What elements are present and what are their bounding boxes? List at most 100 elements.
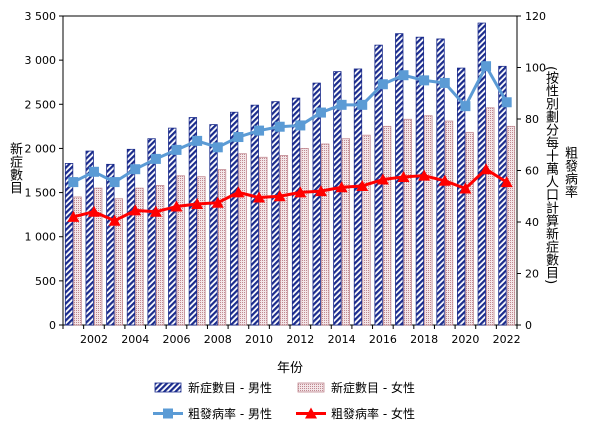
marker-male-rate	[254, 125, 265, 136]
bar-male	[85, 150, 94, 326]
bar-female	[424, 115, 433, 326]
y-left-tick-label: 3 000	[25, 54, 57, 67]
y-right-tick-label: 100	[525, 62, 546, 75]
marker-female-rate	[500, 176, 513, 188]
marker-male-rate	[315, 107, 326, 118]
bar-male	[250, 104, 259, 326]
marker-female-rate	[87, 205, 100, 217]
marker-male-rate	[295, 120, 306, 131]
bar-male	[168, 127, 177, 326]
y-right-tick-label: 40	[525, 216, 539, 229]
bar-male	[126, 148, 136, 326]
marker-female-rate	[438, 174, 451, 186]
bar-male	[498, 65, 507, 326]
marker-male-rate	[212, 142, 223, 153]
x-tick-label: 2016	[369, 333, 397, 346]
marker-female-rate	[67, 210, 80, 222]
x-tick-label: 2018	[410, 333, 438, 346]
marker-male-rate	[109, 177, 120, 188]
y-left-tick-label: 3 500	[25, 10, 57, 23]
marker-female-rate	[191, 197, 204, 209]
marker-female-rate	[232, 186, 245, 198]
marker-male-rate	[150, 153, 161, 164]
y-left-tick-label: 0	[49, 319, 56, 332]
y-left-tick-label: 1 000	[25, 231, 57, 244]
bar-male	[457, 67, 466, 326]
bar-female	[465, 132, 474, 326]
bar-female	[73, 196, 82, 326]
marker-male-rate	[481, 61, 492, 72]
marker-male-rate	[88, 166, 99, 177]
bar-female	[114, 198, 123, 326]
y-axis-left-label: 新症數目	[7, 142, 22, 194]
legend-label-female-rate: 粗發病率 - 女性	[331, 406, 415, 421]
marker-female-rate	[397, 170, 410, 182]
legend-label-male-rate: 粗發病率 - 男性	[188, 406, 272, 421]
marker-female-rate	[253, 191, 266, 203]
y-left-tick-label: 2 000	[25, 142, 57, 155]
bar-male	[230, 111, 239, 326]
bar-female	[259, 156, 268, 326]
marker-female-rate	[273, 190, 286, 202]
legend-marker-female-rate	[305, 407, 317, 419]
bar-male	[209, 124, 218, 326]
bar-female	[135, 187, 144, 326]
bar-female	[486, 107, 495, 326]
bar-female	[94, 187, 103, 326]
marker-female-rate	[418, 169, 431, 181]
bar-female	[506, 125, 516, 326]
bar-female	[217, 169, 227, 326]
bar-female	[279, 155, 289, 326]
x-tick-label: 2006	[163, 333, 191, 346]
legend-label-female-cases: 新症數目 - 女性	[331, 380, 415, 395]
bar-female	[382, 125, 392, 326]
marker-male-rate	[439, 77, 450, 88]
x-tick-label: 2008	[204, 333, 232, 346]
legend-swatch-female-cases	[297, 382, 325, 393]
bar-male	[291, 97, 301, 326]
y-left-tick-label: 500	[35, 275, 56, 288]
x-tick-label: 2022	[493, 333, 521, 346]
marker-male-rate	[357, 99, 368, 110]
bar-male	[333, 71, 342, 326]
marker-male-rate	[274, 121, 285, 132]
line-male-rate	[72, 64, 508, 184]
bar-male	[64, 163, 74, 326]
marker-male-rate	[419, 75, 430, 86]
bar-female	[300, 148, 309, 326]
y-axis-right-label-line2: (按性別劃分每十萬人口計算新症數目)	[543, 66, 558, 285]
marker-female-rate	[294, 186, 307, 198]
marker-female-rate	[335, 181, 348, 193]
marker-male-rate	[68, 177, 79, 188]
marker-male-rate	[336, 99, 347, 110]
marker-female-rate	[149, 205, 162, 217]
y-right-tick-label: 20	[525, 268, 539, 281]
marker-female-rate	[129, 204, 142, 216]
bar-female	[197, 176, 206, 326]
bar-female	[155, 185, 165, 326]
bar-female	[238, 153, 247, 326]
bar-female	[341, 138, 350, 326]
marker-male-rate	[233, 132, 244, 143]
bar-female	[403, 118, 412, 326]
y-right-tick-label: 0	[525, 319, 532, 332]
x-tick-label: 2012	[286, 333, 314, 346]
bar-female	[321, 143, 330, 326]
bar-male	[353, 68, 363, 326]
marker-female-rate	[356, 179, 369, 191]
bar-male	[312, 82, 321, 326]
x-tick-label: 2004	[121, 333, 149, 346]
x-tick-label: 2002	[80, 333, 108, 346]
marker-male-rate	[192, 135, 203, 146]
marker-male-rate	[130, 164, 141, 175]
marker-male-rate	[398, 70, 409, 81]
legend-marker-male-rate	[163, 408, 173, 419]
y-left-tick-label: 1 500	[25, 187, 57, 200]
y-left-tick-label: 2 500	[25, 98, 57, 111]
marker-female-rate	[108, 214, 121, 226]
y-right-tick-label: 80	[525, 113, 539, 126]
bar-male	[271, 101, 280, 326]
bar-male	[374, 44, 383, 326]
legend-swatch-male-cases	[154, 382, 182, 393]
